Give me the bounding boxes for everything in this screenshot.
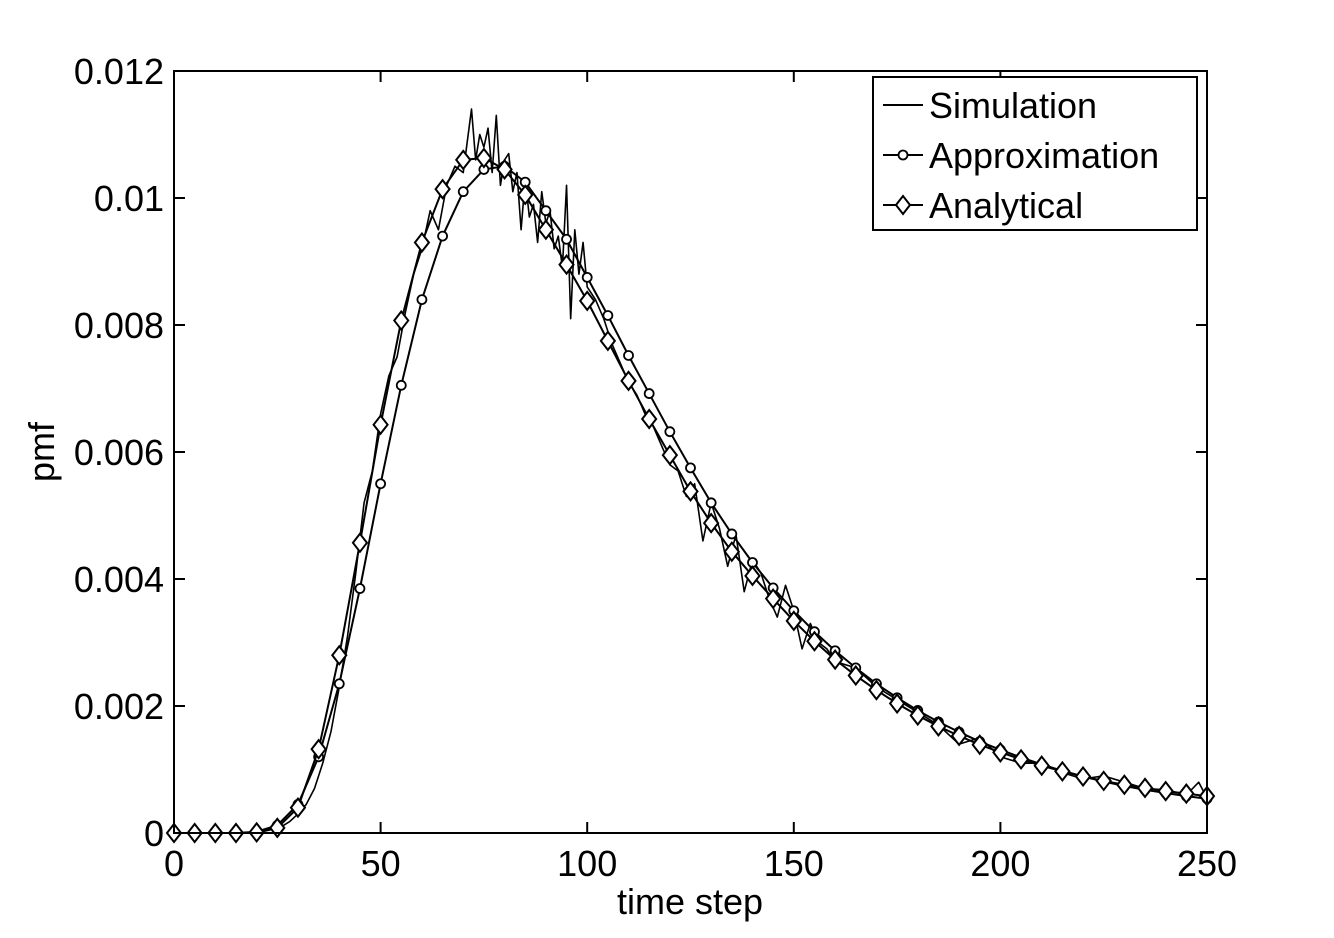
analytical-point: [310, 738, 327, 760]
y-tick-label: 0.006: [74, 432, 164, 473]
analytical-point: [868, 679, 885, 701]
x-axis-label: time step: [617, 881, 763, 922]
analytical-point: [785, 610, 803, 632]
analytical-point: [661, 444, 679, 466]
approximation-point: [540, 205, 552, 217]
analytical-point: [909, 704, 927, 727]
analytical-point: [1178, 783, 1195, 805]
analytical-point: [1095, 770, 1112, 792]
axes-layer: 0 50 100 150 200 250 0 0.002 0.004 0.006 0.008 0.01…: [74, 51, 1237, 884]
y-tick-label: 0: [144, 813, 164, 854]
x-tick-label: 100: [557, 843, 617, 884]
analytical-point: [806, 630, 823, 652]
analytical-point: [847, 664, 865, 687]
analytical-point: [372, 414, 389, 436]
analytical-point: [723, 541, 741, 563]
approximation-point: [623, 350, 634, 361]
x-tick-label: 150: [764, 843, 824, 884]
analytical-point: [744, 565, 761, 587]
analytical-point: [930, 715, 947, 737]
approximation-point: [333, 678, 345, 690]
analytical-point: [1136, 777, 1154, 799]
analytical-point: [475, 147, 493, 169]
x-tick-label: 0: [164, 843, 184, 884]
analytical-point: [289, 796, 307, 819]
y-axis-label: pmf: [21, 421, 62, 482]
y-tick-label: 0.012: [74, 51, 164, 92]
legend-label: Simulation: [929, 85, 1097, 126]
analytical-point: [1074, 765, 1092, 788]
approximation-point: [685, 462, 696, 474]
analytical-point: [992, 741, 1009, 763]
approximation-point: [602, 310, 614, 321]
series-analytical: [165, 147, 1216, 844]
analytical-point: [454, 149, 472, 171]
approximation-point: [705, 497, 717, 509]
legend-layer: Simulation Approximation Analytical: [872, 76, 1198, 231]
approximation-point: [726, 528, 738, 540]
analytical-point: [413, 231, 431, 254]
approximation-point: [437, 230, 448, 242]
analytical-point: [392, 309, 410, 332]
y-tick-label: 0.004: [74, 559, 164, 600]
analytical-point: [1033, 755, 1050, 777]
y-tick-label: 0.01: [94, 178, 164, 219]
analytical-point: [599, 330, 617, 352]
analytical-point: [682, 480, 699, 502]
x-tick-label: 250: [1177, 843, 1237, 884]
analytical-point: [1157, 780, 1174, 802]
approximation-point: [664, 426, 676, 438]
legend-marker: [894, 194, 912, 216]
legend-label: Analytical: [929, 185, 1083, 226]
analytical-point: [516, 184, 534, 206]
legend-box: [872, 76, 1198, 231]
analytical-point: [764, 588, 782, 610]
analytical-point: [558, 254, 575, 276]
series-layer: [165, 108, 1216, 844]
analytical-point: [1116, 774, 1133, 796]
approximation-point: [643, 388, 655, 399]
approximation-point: [354, 583, 366, 594]
approximation-point: [561, 233, 572, 245]
approximation-point: [395, 379, 407, 391]
approximation-point: [581, 271, 593, 283]
analytical-point: [620, 370, 637, 392]
analytical-point: [434, 178, 451, 200]
legend-item-analytical: Analytical: [883, 185, 1083, 226]
analytical-point: [702, 512, 720, 534]
analytical-point: [640, 408, 658, 430]
legend-item-simulation: Simulation: [883, 85, 1097, 126]
y-tick-label: 0.008: [74, 305, 164, 346]
approximation-point: [457, 186, 469, 198]
analytical-point: [888, 692, 906, 715]
x-tick-label: 50: [361, 843, 401, 884]
legend-marker: [897, 149, 909, 161]
analytical-point: [1054, 760, 1071, 783]
approximation-point: [375, 478, 387, 490]
x-tick-label: 200: [970, 843, 1030, 884]
analytical-point: [971, 734, 989, 756]
analytical-point: [826, 649, 844, 671]
analytical-point: [578, 290, 596, 312]
analytical-point: [496, 158, 513, 181]
legend-item-approximation: Approximation: [883, 135, 1159, 176]
analytical-point: [351, 532, 369, 554]
analytical-point: [331, 644, 348, 666]
approximation-point: [416, 294, 428, 306]
y-tick-label: 0.002: [74, 686, 164, 727]
legend-label: Approximation: [929, 135, 1159, 176]
analytical-point: [950, 725, 968, 747]
analytical-point: [1012, 748, 1030, 770]
analytical-point: [537, 219, 555, 241]
